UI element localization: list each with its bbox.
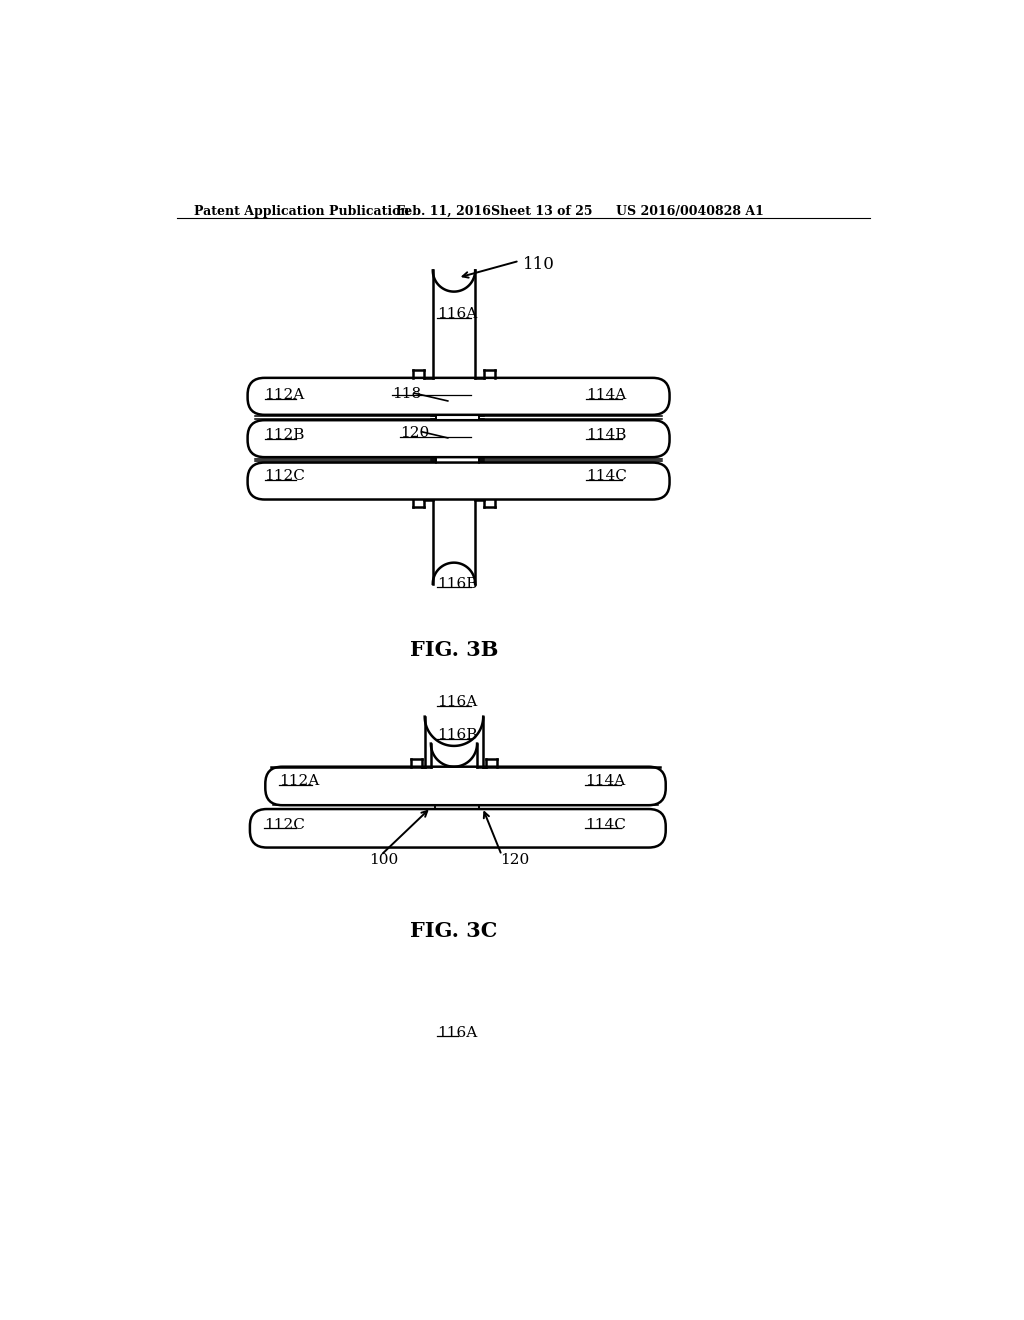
Text: 112C: 112C [264,470,305,483]
Text: 112A: 112A [264,388,305,401]
Text: US 2016/0040828 A1: US 2016/0040828 A1 [615,205,764,218]
Text: 114C: 114C [587,470,628,483]
Text: 118: 118 [392,387,422,401]
Text: 116A: 116A [437,696,477,709]
Text: 114C: 114C [585,817,626,832]
Text: 114A: 114A [585,775,625,788]
Text: 112C: 112C [264,817,305,832]
Text: Sheet 13 of 25: Sheet 13 of 25 [490,205,593,218]
Text: Patent Application Publication: Patent Application Publication [194,205,410,218]
Text: 120: 120 [500,853,529,867]
Text: 114B: 114B [587,428,627,442]
Text: FIG. 3B: FIG. 3B [410,640,498,660]
Text: 100: 100 [370,853,398,867]
Text: 120: 120 [400,426,429,441]
Text: 116A: 116A [437,1026,477,1040]
Text: 114A: 114A [587,388,627,401]
Text: 112A: 112A [280,775,319,788]
Text: 116B: 116B [437,729,477,742]
Text: FIG. 3C: FIG. 3C [411,921,498,941]
Text: 116A: 116A [437,308,477,321]
Text: Feb. 11, 2016: Feb. 11, 2016 [396,205,492,218]
Text: 116B: 116B [437,577,477,590]
Text: 110: 110 [523,256,555,273]
Text: 112B: 112B [264,428,305,442]
